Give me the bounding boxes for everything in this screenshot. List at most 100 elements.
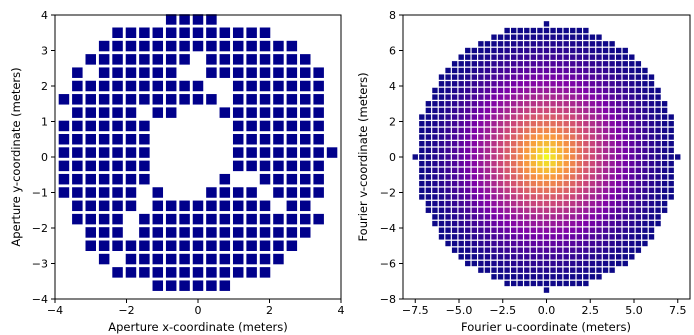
uv-sample — [439, 81, 444, 86]
aperture-y-tick-label: −2 — [32, 222, 48, 235]
uv-sample — [465, 228, 470, 233]
uv-sample — [504, 181, 509, 186]
uv-sample — [636, 168, 641, 173]
uv-sample — [498, 161, 503, 166]
uv-sample — [623, 128, 628, 133]
aperture-point — [193, 201, 204, 212]
uv-sample — [524, 161, 529, 166]
uv-sample — [426, 108, 431, 113]
uv-sample — [485, 267, 490, 272]
uv-sample — [452, 148, 457, 153]
uv-sample — [459, 161, 464, 166]
uv-sample — [616, 168, 621, 173]
uv-sample — [590, 261, 595, 266]
uv-sample — [577, 81, 582, 86]
aperture-point — [126, 28, 137, 39]
aperture-point — [246, 121, 257, 132]
uv-sample — [419, 174, 424, 179]
aperture-point — [260, 227, 271, 238]
uv-sample — [445, 68, 450, 73]
uv-sample — [478, 208, 483, 213]
uv-sample — [655, 214, 660, 219]
aperture-point — [300, 174, 311, 185]
uv-sample — [590, 141, 595, 146]
uv-sample — [649, 94, 654, 99]
uv-sample — [504, 61, 509, 66]
uv-sample — [518, 281, 523, 286]
uv-sample — [465, 194, 470, 199]
uv-sample — [590, 201, 595, 206]
uv-sample — [504, 168, 509, 173]
uv-sample — [531, 35, 536, 40]
fourier-y-tick-label: −4 — [380, 222, 396, 235]
uv-sample — [511, 181, 516, 186]
uv-sample — [655, 194, 660, 199]
uv-sample — [472, 221, 477, 226]
uv-sample — [491, 61, 496, 66]
uv-sample — [550, 194, 555, 199]
uv-sample — [537, 128, 542, 133]
aperture-point — [300, 187, 311, 198]
aperture-point — [112, 134, 123, 145]
uv-sample — [570, 141, 575, 146]
uv-sample — [439, 141, 444, 146]
uv-sample — [596, 174, 601, 179]
uv-sample — [557, 194, 562, 199]
uv-sample — [629, 114, 634, 119]
uv-sample — [623, 81, 628, 86]
aperture-point — [287, 67, 298, 78]
uv-sample — [544, 154, 549, 159]
uv-sample — [662, 148, 667, 153]
uv-sample — [498, 174, 503, 179]
uv-sample — [537, 194, 542, 199]
uv-sample — [590, 41, 595, 46]
uv-sample — [616, 221, 621, 226]
uv-sample — [472, 54, 477, 59]
uv-sample — [577, 194, 582, 199]
aperture-point — [220, 28, 231, 39]
uv-sample — [649, 161, 654, 166]
uv-sample — [544, 254, 549, 259]
uv-sample — [544, 234, 549, 239]
uv-sample — [557, 54, 562, 59]
aperture-point — [59, 161, 70, 172]
aperture-point — [246, 227, 257, 238]
uv-sample — [636, 128, 641, 133]
uv-sample — [537, 61, 542, 66]
uv-sample — [465, 68, 470, 73]
uv-sample — [583, 214, 588, 219]
uv-sample — [596, 54, 601, 59]
uv-sample — [550, 208, 555, 213]
uv-sample — [459, 134, 464, 139]
uv-sample — [524, 201, 529, 206]
uv-sample — [590, 121, 595, 126]
uv-sample — [557, 148, 562, 153]
uv-sample — [649, 74, 654, 79]
uv-sample — [590, 54, 595, 59]
uv-sample — [504, 134, 509, 139]
uv-sample — [623, 181, 628, 186]
uv-sample — [537, 274, 542, 279]
uv-sample — [452, 221, 457, 226]
uv-sample — [465, 101, 470, 106]
uv-sample — [478, 74, 483, 79]
uv-sample — [537, 81, 542, 86]
uv-sample — [439, 128, 444, 133]
uv-sample — [426, 114, 431, 119]
uv-sample — [498, 121, 503, 126]
uv-sample — [511, 214, 516, 219]
aperture-point — [126, 81, 137, 92]
uv-sample — [603, 181, 608, 186]
uv-sample — [544, 48, 549, 53]
aperture-point — [260, 54, 271, 65]
uv-sample — [583, 181, 588, 186]
aperture-point — [287, 94, 298, 105]
uv-sample — [649, 128, 654, 133]
aperture-point — [273, 67, 284, 78]
uv-sample — [537, 168, 542, 173]
uv-sample — [459, 194, 464, 199]
uv-sample — [531, 194, 536, 199]
uv-sample — [419, 114, 424, 119]
uv-sample — [583, 248, 588, 253]
uv-sample — [629, 94, 634, 99]
